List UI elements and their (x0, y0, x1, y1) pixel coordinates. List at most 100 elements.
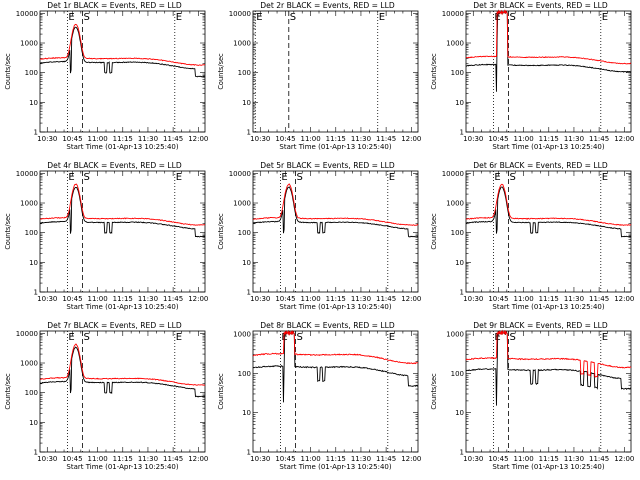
marker-label-s: S (84, 332, 90, 343)
chart-svg: Det 3r BLACK = Events, RED = LLD 1 10 100 10… (430, 1, 634, 151)
series-lld-line (39, 343, 206, 386)
x-tick-label: 11:15 (539, 455, 559, 463)
x-tick-label: 10:30 (37, 135, 57, 143)
chart-title: Det 6r BLACK = Events, RED = LLD (473, 161, 608, 170)
x-tick-label: 12:00 (188, 295, 208, 303)
x-axis-label: Start Time (01-Apr-13 10:25:40) (66, 143, 178, 151)
chart-title: Det 7r BLACK = Events, RED = LLD (47, 321, 182, 330)
chart-svg: Det 9r BLACK = Events, RED = LLD 1 10 100 10… (430, 321, 634, 471)
y-tick-label: 10000 (16, 10, 38, 18)
chart-title: Det 2r BLACK = Events, RED = LLD (260, 1, 395, 10)
x-tick-label: 10:45 (275, 455, 295, 463)
plot-frame (39, 170, 206, 293)
y-tick-label: 1000 (446, 331, 464, 339)
x-tick-label: 11:30 (351, 295, 371, 303)
y-tick-label: 1 (34, 449, 38, 457)
y-tick-label: 1000 (20, 360, 38, 368)
y-tick-label: 100 (451, 69, 464, 77)
marker-label-e: E (256, 12, 262, 23)
series-lld-line (465, 9, 632, 65)
y-axis-label: Counts/sec (430, 213, 438, 250)
y-tick-label: 10 (455, 99, 464, 107)
series-events-line (252, 329, 419, 403)
y-tick-label: 10 (29, 419, 38, 427)
x-axis-label: Start Time (01-Apr-13 10:25:40) (66, 303, 178, 311)
marker-label-e: E (281, 172, 287, 183)
series-lld-line (465, 329, 632, 378)
x-tick-label: 10:45 (62, 135, 82, 143)
y-tick-label: 10000 (16, 330, 38, 338)
series-events-line (252, 186, 419, 238)
y-axis-label: Counts/sec (430, 373, 438, 410)
x-tick-label: 11:45 (589, 135, 609, 143)
x-tick-label: 10:30 (37, 295, 57, 303)
x-axis-label: Start Time (01-Apr-13 10:25:40) (492, 303, 604, 311)
chart-svg: Det 8r BLACK = Events, RED = LLD 1 10 100 10… (217, 321, 421, 471)
panel-det-4: Det 4r BLACK = Events, RED = LLD 1 10 100 10… (0, 160, 213, 320)
x-tick-label: 10:45 (488, 295, 508, 303)
panel-det-7: Det 7r BLACK = Events, RED = LLD 1 10 100 10… (0, 320, 213, 480)
x-tick-label: 11:00 (514, 295, 534, 303)
marker-label-e: E (602, 12, 608, 23)
y-tick-label: 1000 (20, 200, 38, 208)
plot-frame (252, 330, 419, 453)
series-lld-line (252, 183, 419, 226)
y-tick-label: 1 (460, 129, 464, 137)
marker-label-e: E (602, 172, 608, 183)
y-tick-label: 1000 (446, 40, 464, 48)
panel-det-2: Det 2r BLACK = Events, RED = LLD 1 10 100 10… (213, 0, 426, 160)
x-tick-label: 12:00 (401, 135, 421, 143)
panel-det-5: Det 5r BLACK = Events, RED = LLD 1 10 100 10… (213, 160, 426, 320)
y-tick-label: 10 (29, 259, 38, 267)
y-tick-label: 1 (34, 129, 38, 137)
marker-label-e: E (389, 172, 395, 183)
chart-title: Det 3r BLACK = Events, RED = LLD (473, 1, 608, 10)
marker-label-e: E (494, 172, 500, 183)
x-axis-label: Start Time (01-Apr-13 10:25:40) (279, 303, 391, 311)
x-tick-label: 11:15 (326, 295, 346, 303)
x-tick-label: 11:30 (564, 455, 584, 463)
x-tick-label: 11:45 (589, 295, 609, 303)
panel-det-3: Det 3r BLACK = Events, RED = LLD 1 10 100 10… (426, 0, 639, 160)
x-tick-label: 11:30 (564, 295, 584, 303)
y-axis-label: Counts/sec (430, 53, 438, 90)
panel-det-6: Det 6r BLACK = Events, RED = LLD 1 10 100 10… (426, 160, 639, 320)
y-tick-label: 10 (242, 99, 251, 107)
series-events-line (465, 9, 632, 92)
y-tick-label: 100 (238, 229, 251, 237)
series-lld-line (39, 183, 206, 226)
plot-frame (465, 170, 632, 293)
x-tick-label: 10:45 (62, 455, 82, 463)
series-lld-line (465, 183, 632, 226)
x-tick-label: 11:00 (514, 135, 534, 143)
x-tick-label: 11:00 (301, 295, 321, 303)
y-tick-label: 10 (242, 259, 251, 267)
x-tick-label: 11:45 (163, 295, 183, 303)
x-tick-label: 11:15 (113, 135, 133, 143)
series-events-line (39, 186, 206, 238)
y-axis-label: Counts/sec (4, 213, 12, 250)
x-tick-label: 11:30 (351, 455, 371, 463)
x-tick-label: 12:00 (614, 135, 634, 143)
x-tick-label: 10:30 (250, 135, 270, 143)
plot-frame (465, 10, 632, 133)
x-tick-label: 11:45 (163, 455, 183, 463)
y-axis-label: Counts/sec (4, 373, 12, 410)
x-axis-label: Start Time (01-Apr-13 10:25:40) (492, 143, 604, 151)
x-tick-label: 11:30 (138, 295, 158, 303)
y-tick-label: 10000 (442, 10, 464, 18)
y-axis-label: Counts/sec (217, 53, 225, 90)
y-tick-label: 10 (29, 99, 38, 107)
x-axis-label: Start Time (01-Apr-13 10:25:40) (279, 463, 391, 471)
x-tick-label: 10:45 (488, 135, 508, 143)
plot-frame (252, 170, 419, 293)
marker-label-e: E (68, 12, 74, 23)
x-tick-label: 11:00 (88, 135, 108, 143)
panel-det-9: Det 9r BLACK = Events, RED = LLD 1 10 100 10… (426, 320, 639, 480)
y-tick-label: 1000 (233, 40, 251, 48)
x-tick-label: 11:00 (88, 455, 108, 463)
y-tick-label: 100 (451, 229, 464, 237)
x-tick-label: 10:45 (275, 295, 295, 303)
marker-label-e: E (389, 332, 395, 343)
series-lld-line (39, 23, 206, 66)
